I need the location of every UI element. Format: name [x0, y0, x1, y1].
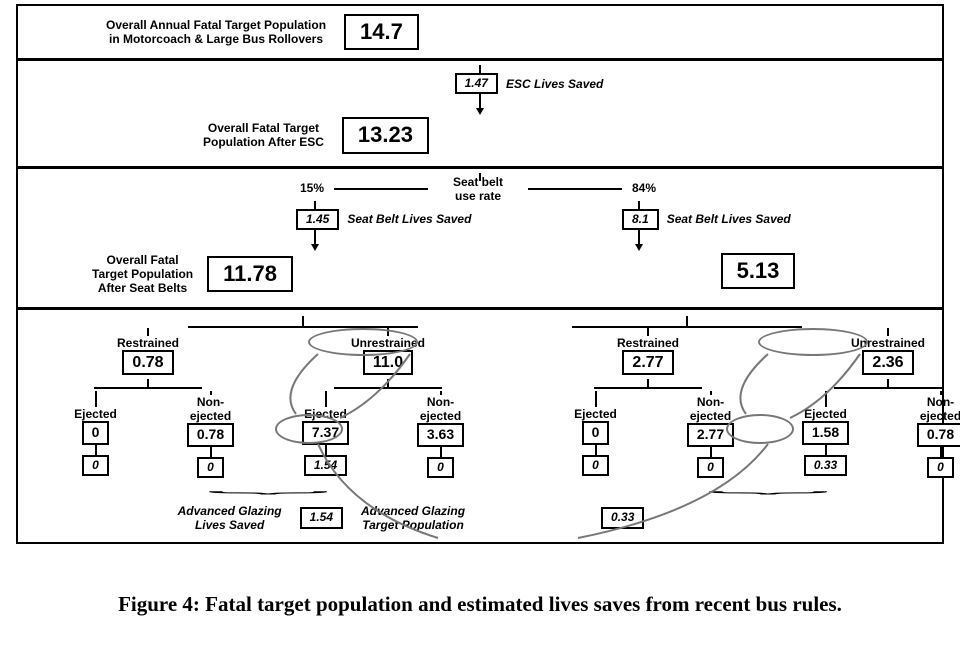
figure-caption: Figure 4: Fatal target population and es…: [0, 592, 960, 617]
l-leaf3-l1: Non-: [427, 395, 454, 409]
r-leaf0-ag: 0: [582, 455, 609, 476]
l-unrestrained-val: 11.0: [363, 350, 413, 376]
aftersb-t3: After Seat Belts: [92, 281, 193, 295]
aftersb-right-val: 5.13: [721, 253, 796, 289]
left-tree: Restrained 0.78 Unrestrained 11.0: [28, 316, 508, 500]
l-leaf0-ag: 0: [82, 455, 109, 476]
r-leaf3-ag: 0: [927, 457, 954, 478]
rate-right: 84%: [632, 181, 656, 195]
r-leaf2-label: Ejected: [776, 407, 876, 421]
sb-right-label: Seat Belt Lives Saved: [667, 212, 791, 226]
right-tree: Restrained 2.77 Unrestrained 2.36: [528, 316, 960, 500]
ag-lives-l2: Lives Saved: [178, 518, 282, 532]
l-leaf2-val: 7.37: [302, 421, 349, 444]
l-leaf2-ag: 1.54: [304, 455, 347, 476]
l-leaf1-val: 0.78: [187, 423, 234, 446]
r-leaf1-val: 2.77: [687, 423, 734, 446]
r-leaf3-l1: Non-: [927, 395, 954, 409]
aftersb-t2: Target Population: [92, 267, 193, 281]
s2-title-l1: Overall Fatal Target: [203, 121, 324, 135]
l-leaf3-ag: 0: [427, 457, 454, 478]
diagram-frame: Overall Annual Fatal Target Population i…: [16, 4, 944, 544]
l-leaf3-l2: ejected: [420, 409, 461, 423]
r-leaf2-ag: 0.33: [804, 455, 847, 476]
section-seatbelt: 15% Seat belt use rate 84% 1.45 Seat Bel…: [18, 169, 942, 310]
l-leaf2-label: Ejected: [276, 407, 376, 421]
s2-title-l2: Population After ESC: [203, 135, 324, 149]
ag-target-l1: Advanced Glazing: [361, 504, 465, 518]
sb-left-val: 1.45: [296, 209, 339, 230]
r-leaf0-label: Ejected: [546, 407, 646, 421]
section-breakdown: Restrained 0.78 Unrestrained 11.0: [18, 310, 942, 542]
section-esc: 1.47 ESC Lives Saved Overall Fatal Targe…: [18, 61, 942, 168]
rate-label-1: Seat belt: [438, 175, 518, 189]
s1-value: 14.7: [344, 14, 419, 50]
esc-saved-value: 1.47: [455, 73, 498, 94]
l-restrained-val: 0.78: [122, 350, 173, 376]
aftersb-left-val: 11.78: [207, 256, 293, 292]
l-leaf0-val: 0: [82, 421, 110, 444]
s2-value: 13.23: [342, 117, 429, 153]
ag-left-total: 1.54: [300, 507, 343, 528]
l-leaf1-l1: Non-: [197, 395, 224, 409]
rate-left: 15%: [300, 181, 324, 195]
r-leaf0-val: 0: [582, 421, 610, 444]
sb-left-label: Seat Belt Lives Saved: [347, 212, 471, 226]
l-restrained-label: Restrained: [68, 336, 228, 350]
r-leaf2-val: 1.58: [802, 421, 849, 444]
r-leaf1-ag: 0: [697, 457, 724, 478]
section-overall: Overall Annual Fatal Target Population i…: [18, 6, 942, 61]
ag-right-total: 0.33: [601, 507, 644, 528]
l-leaf3-val: 3.63: [417, 423, 464, 446]
r-leaf1-l2: ejected: [690, 409, 731, 423]
s1-title-l1: Overall Annual Fatal Target Population: [106, 18, 326, 32]
r-unrestrained-label: Unrestrained: [808, 336, 960, 350]
ag-target-l2: Target Population: [361, 518, 465, 532]
r-leaf3-val: 0.78: [917, 423, 960, 446]
aftersb-t1: Overall Fatal: [92, 253, 193, 267]
esc-saved-label: ESC Lives Saved: [506, 77, 603, 91]
r-leaf3-l2: ejected: [920, 409, 960, 423]
ag-lives-l1: Advanced Glazing: [178, 504, 282, 518]
r-restrained-val: 2.77: [622, 350, 673, 376]
r-restrained-label: Restrained: [568, 336, 728, 350]
l-leaf1-l2: ejected: [190, 409, 231, 423]
s1-title-l2: in Motorcoach & Large Bus Rollovers: [106, 32, 326, 46]
r-leaf1-l1: Non-: [697, 395, 724, 409]
r-unrestrained-val: 2.36: [862, 350, 913, 376]
sb-right-val: 8.1: [622, 209, 659, 230]
l-leaf0-label: Ejected: [46, 407, 146, 421]
l-unrestrained-label: Unrestrained: [308, 336, 468, 350]
l-leaf1-ag: 0: [197, 457, 224, 478]
